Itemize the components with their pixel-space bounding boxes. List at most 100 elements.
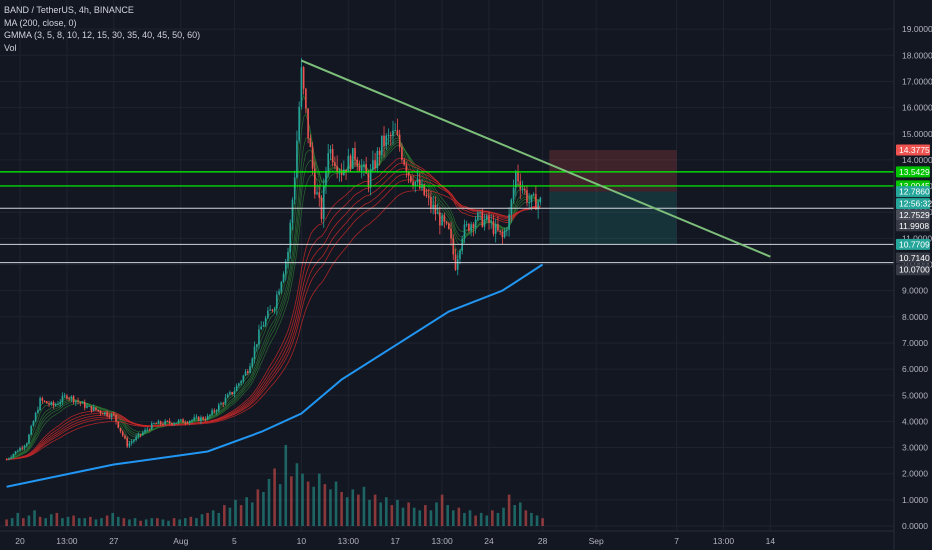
y-tick-label: 11.0000 — [902, 233, 932, 243]
candle-body — [19, 447, 21, 451]
candle-body — [222, 403, 225, 405]
candle-body — [10, 457, 12, 459]
candle-body — [137, 434, 140, 437]
candle-body — [414, 181, 417, 187]
price-tag-box — [896, 166, 930, 178]
candle-body — [128, 443, 131, 447]
candle-body — [126, 438, 128, 447]
candle-body — [162, 423, 164, 425]
volume-bar — [144, 519, 148, 526]
x-tick-label: 24 — [484, 536, 494, 546]
candle-body — [318, 192, 321, 198]
candle-body — [34, 412, 37, 422]
candle-body — [264, 318, 267, 326]
y-tick-label: 4.0000 — [902, 416, 928, 426]
candle-body — [186, 422, 189, 424]
candle-body — [387, 135, 390, 137]
y-tick-label: 15.0000 — [902, 129, 932, 139]
candle-body — [90, 405, 93, 411]
candle-body — [260, 326, 262, 330]
volume-bar — [133, 518, 137, 526]
volume-bar — [116, 516, 120, 526]
candle-body — [75, 400, 77, 403]
volume-bar — [77, 518, 81, 526]
candle-body — [537, 202, 539, 210]
volume-bar — [485, 515, 489, 526]
candle-body — [37, 409, 39, 413]
candle-body — [532, 194, 535, 196]
candle-body — [144, 429, 146, 433]
candle-body — [202, 417, 204, 420]
volume-bar — [10, 518, 14, 526]
candle-body — [142, 432, 144, 435]
price-tag-box — [896, 220, 930, 232]
candle-body — [316, 192, 318, 195]
volume-bar — [407, 502, 410, 526]
candle-body — [506, 229, 508, 231]
legend-gmma[interactable]: GMMA (3, 5, 8, 10, 12, 15, 30, 35, 40, 4… — [4, 30, 201, 40]
candle-body — [5, 459, 8, 461]
volume-bar — [267, 478, 271, 526]
candle-body — [16, 450, 19, 452]
volume-bar — [524, 510, 528, 526]
volume-bar — [122, 518, 126, 526]
candle-body — [394, 130, 396, 132]
candle-body — [302, 67, 305, 89]
time-axis[interactable]: 20 13:00 27 Aug 5 10 13:00 17 13:00 24 28 Sep 7 13:00… — [0, 530, 894, 546]
legend-vol[interactable]: Vol — [4, 42, 17, 53]
candle-body — [526, 190, 528, 203]
trendline[interactable] — [301, 59, 771, 258]
gmma-long-line — [6, 173, 541, 460]
candle-body — [418, 179, 421, 189]
candle-body — [95, 407, 97, 411]
price-tag-label: 14.3775 — [899, 145, 930, 155]
candle-body — [309, 137, 312, 147]
x-tick-label: 5 — [232, 536, 237, 546]
volume-bars — [5, 444, 544, 526]
candle-body — [195, 416, 198, 418]
x-tick-label: 7 — [674, 536, 679, 546]
candle-body — [155, 423, 158, 425]
candle-body — [503, 230, 506, 238]
candle-body — [173, 423, 175, 425]
candle-body — [130, 441, 133, 444]
volume-bar — [111, 512, 114, 526]
candle-body — [148, 429, 151, 431]
volume-bar — [228, 507, 232, 526]
position-tool[interactable] — [549, 150, 677, 245]
candle-body — [209, 414, 211, 416]
horizontal-levels[interactable] — [0, 171, 894, 264]
candle-body — [510, 199, 513, 215]
candle-body — [121, 431, 124, 436]
x-tick-label: 28 — [538, 536, 548, 546]
candle-body — [235, 385, 238, 392]
volume-bar — [16, 512, 20, 526]
volume-bar — [217, 512, 221, 526]
legend-ma[interactable]: MA (200, close, 0) — [4, 17, 77, 28]
candle-body — [258, 329, 260, 345]
candlesticks — [5, 57, 542, 461]
candle-body — [311, 146, 314, 169]
volume-bar — [295, 463, 299, 526]
volume-bar — [479, 512, 483, 526]
volume-bar — [172, 518, 176, 526]
candle-body — [434, 204, 437, 214]
candle-body — [159, 421, 162, 424]
candle-body — [430, 197, 432, 208]
candle-body — [381, 135, 383, 156]
candle-body — [528, 202, 530, 204]
candle-body — [452, 238, 455, 255]
volume-bar — [451, 510, 455, 526]
volume-bar — [507, 494, 511, 526]
candle-body — [336, 166, 338, 172]
volume-bar — [5, 519, 8, 526]
price-tag-box — [896, 209, 930, 221]
candle-body — [354, 148, 356, 160]
volume-bar — [334, 481, 338, 526]
candle-body — [325, 171, 327, 186]
volume-bar — [22, 518, 25, 526]
legend-symbol[interactable]: BAND / TetherUS, 4h, BINANCE — [4, 5, 134, 15]
volume-bar — [306, 481, 310, 526]
candle-body — [450, 228, 452, 239]
